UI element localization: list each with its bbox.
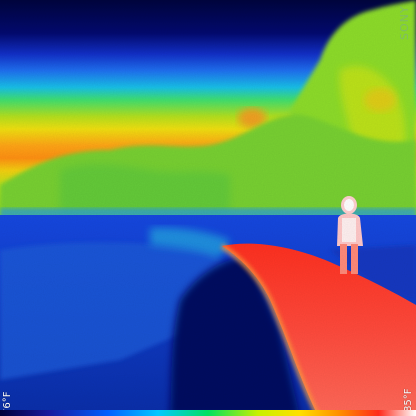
temperature-colorbar — [0, 410, 416, 416]
scale-max-label: 85°F — [403, 388, 414, 412]
camera-watermark: SONY — [398, 5, 411, 40]
